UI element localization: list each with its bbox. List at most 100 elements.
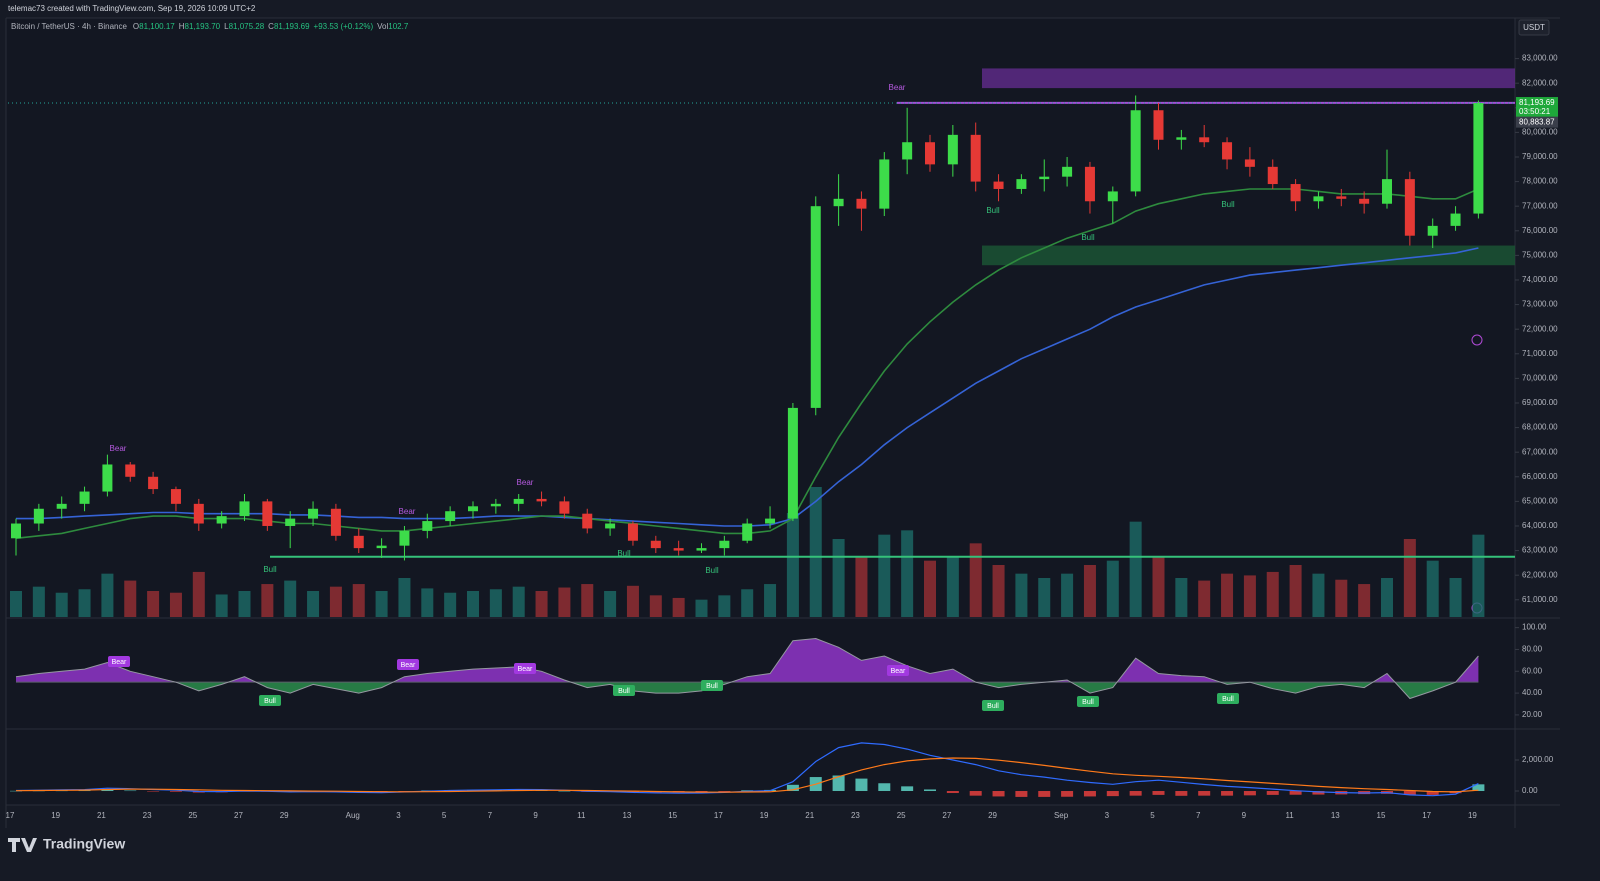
volume-bar bbox=[1381, 578, 1393, 617]
signal-label: Bear bbox=[401, 662, 416, 669]
x-tick-label: 23 bbox=[143, 811, 152, 820]
y-tick-label: 78,000.00 bbox=[1522, 177, 1558, 186]
histogram-bar bbox=[901, 786, 914, 792]
x-tick-label: 19 bbox=[760, 811, 769, 820]
candle-body bbox=[216, 516, 227, 524]
volume-bar bbox=[1015, 573, 1028, 617]
histogram-bar bbox=[1015, 791, 1028, 797]
histogram-bar bbox=[741, 790, 754, 792]
side-toolbar bbox=[1560, 18, 1600, 805]
volume-bar bbox=[604, 591, 617, 617]
signal-badge bbox=[108, 656, 130, 667]
signal-label: Bull bbox=[706, 683, 718, 690]
volume-bar bbox=[55, 592, 68, 617]
signal-label: Bull bbox=[987, 703, 999, 710]
volume-bar bbox=[1472, 534, 1485, 617]
signal-badge bbox=[397, 659, 419, 670]
signal-label: Bull bbox=[1082, 699, 1094, 706]
candle-body bbox=[102, 464, 113, 492]
volume-bar bbox=[718, 595, 731, 617]
candle-body bbox=[993, 181, 1004, 189]
x-tick-label: 5 bbox=[442, 811, 447, 820]
area-below bbox=[16, 682, 1479, 699]
x-tick-label: 25 bbox=[188, 811, 197, 820]
volume-value: 102.7 bbox=[388, 22, 409, 31]
signal-label: Bear bbox=[112, 659, 127, 666]
volume-bar bbox=[1426, 560, 1439, 617]
volume-bar bbox=[764, 584, 777, 617]
signal-label: Bull bbox=[986, 206, 1000, 215]
ohlc-key: C bbox=[268, 22, 274, 31]
volume-key: Vol bbox=[377, 22, 388, 31]
histogram-bar bbox=[1083, 791, 1096, 797]
y-tick-label: 83,000.00 bbox=[1522, 54, 1558, 63]
volume-bar bbox=[284, 580, 297, 617]
y-tick-label: 77,000.00 bbox=[1522, 201, 1558, 210]
candle-body bbox=[422, 521, 433, 531]
x-tick-label: 27 bbox=[234, 811, 243, 820]
ohlc-key: O bbox=[133, 22, 139, 31]
volume-bar bbox=[1038, 578, 1051, 617]
volume-bar bbox=[969, 543, 982, 617]
candle-body bbox=[1153, 110, 1164, 140]
alert-icon[interactable] bbox=[1471, 334, 1483, 346]
candle-body bbox=[559, 501, 570, 514]
candle-body bbox=[353, 535, 364, 549]
y-tick-label: 61,000.00 bbox=[1522, 595, 1558, 604]
currency[interactable]: USDT bbox=[1523, 23, 1545, 32]
volume-bar bbox=[1106, 560, 1119, 617]
volume-bar bbox=[741, 589, 754, 617]
histogram-bar bbox=[718, 791, 731, 792]
volume-bar bbox=[421, 588, 434, 617]
x-tick-label: 3 bbox=[396, 811, 401, 820]
change: +93.53 (+0.12%) bbox=[314, 22, 374, 31]
candle-body bbox=[148, 476, 159, 490]
candle-body bbox=[925, 142, 935, 165]
signal-label: Bull bbox=[1081, 233, 1095, 242]
volume-bar bbox=[1129, 521, 1142, 617]
volume-bar bbox=[1243, 575, 1256, 617]
y-tick-label: 40.00 bbox=[1522, 688, 1543, 697]
brand: TradingView bbox=[43, 836, 125, 852]
x-tick-label: 15 bbox=[668, 811, 677, 820]
x-tick-label: 21 bbox=[805, 811, 814, 820]
volume-bar bbox=[398, 578, 411, 617]
signal-badge bbox=[613, 685, 635, 696]
volume-bar bbox=[352, 584, 365, 617]
signal-label: Bear bbox=[891, 668, 906, 675]
ohlc-value: 81,075.28 bbox=[229, 22, 265, 31]
x-tick-label: 5 bbox=[1150, 811, 1155, 820]
y-tick-label: 79,000.00 bbox=[1522, 152, 1558, 161]
volume-bar bbox=[78, 589, 91, 617]
candle-body bbox=[719, 540, 730, 549]
y-tick-label: 66,000.00 bbox=[1522, 472, 1558, 481]
volume-bar bbox=[1358, 584, 1371, 617]
candle-body bbox=[1427, 225, 1438, 236]
histogram-bar bbox=[1426, 791, 1439, 795]
signal-badge bbox=[1077, 696, 1099, 707]
ohlc-value: 81,193.70 bbox=[185, 22, 221, 31]
candle-body bbox=[1450, 213, 1461, 226]
histogram-bar bbox=[1243, 791, 1256, 796]
candle-body bbox=[1016, 179, 1027, 189]
y-tick-label: 74,000.00 bbox=[1522, 275, 1558, 284]
candle-body bbox=[308, 508, 319, 519]
volume-bar bbox=[101, 573, 114, 617]
y-tick-label: 73,000.00 bbox=[1522, 300, 1558, 309]
volume-bar bbox=[307, 591, 320, 617]
volume-bar bbox=[444, 592, 457, 617]
currency-box[interactable] bbox=[1518, 19, 1550, 36]
candle-body bbox=[445, 511, 456, 522]
candle-body bbox=[696, 548, 707, 551]
ohlc-key: L bbox=[224, 22, 229, 31]
histogram-bar bbox=[1106, 791, 1119, 797]
volume-bar bbox=[695, 599, 708, 617]
x-tick-label: 17 bbox=[714, 811, 723, 820]
y-tick-label: 64,000.00 bbox=[1522, 521, 1558, 530]
volume-bar bbox=[32, 586, 45, 617]
y-tick-label: 80.00 bbox=[1522, 645, 1543, 654]
signal-label: Bull bbox=[618, 688, 630, 695]
signal-label: Bull bbox=[263, 565, 277, 574]
histogram-bar bbox=[1061, 791, 1074, 797]
candle-body bbox=[787, 407, 798, 519]
